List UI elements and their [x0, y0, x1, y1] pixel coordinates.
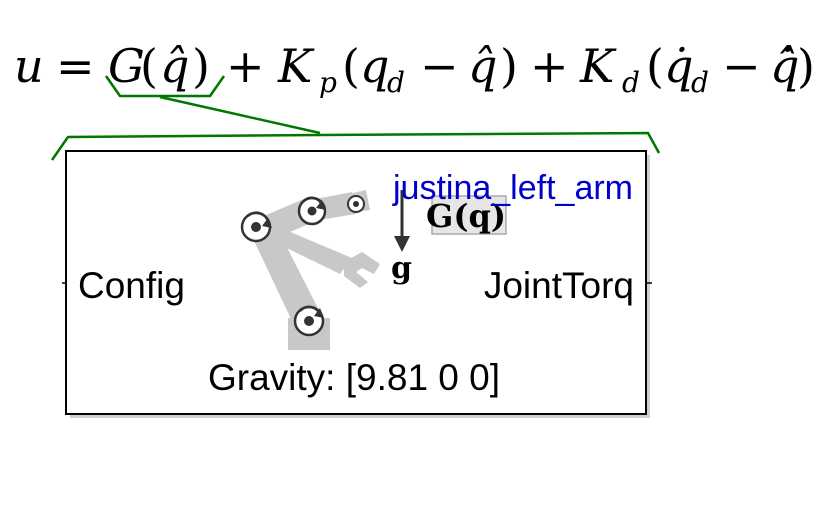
eq-qd-base: q — [360, 39, 389, 93]
eq-Kp-base: K — [277, 39, 315, 93]
input-port-label: Config — [78, 265, 185, 306]
brace-connector — [159, 95, 321, 135]
eq-qdotd-sub: d — [691, 66, 709, 99]
eq-Kd-base: K — [579, 39, 617, 93]
joint-wrist — [347, 195, 365, 213]
eq-equals: = — [56, 39, 95, 93]
block-brace-large — [50, 131, 661, 161]
output-port-label: JointTorq — [484, 265, 634, 306]
eq-qdotd-base: q̇ — [664, 39, 693, 93]
eq-G: G — [108, 39, 145, 93]
joint-elbow — [297, 196, 327, 226]
eq-lparen-2: ( — [342, 39, 360, 93]
gravity-parameter: Gravity: [9.81 0 0] — [208, 357, 500, 398]
term-brace-small — [104, 75, 226, 98]
eq-plus-1: + — [226, 39, 265, 93]
gravity-symbol: g — [391, 251, 412, 286]
eq-u: u — [14, 39, 44, 93]
eq-Kp-sub: p — [319, 66, 337, 99]
eq-plus-2: + — [530, 39, 569, 93]
block-name[interactable]: justina_left_arm — [392, 169, 633, 207]
joint-shoulder — [240, 211, 272, 243]
eq-qhat-2: q̂ — [468, 39, 497, 93]
eq-rparen-1: ) — [192, 39, 210, 93]
robot-arm-gravity-torque-icon: g G(q) — [240, 190, 507, 350]
joint-base — [293, 305, 325, 337]
eq-minus-2: − — [722, 39, 761, 93]
control-law-equation: u = G ( q̂ ) + K p ( q d − q̂ ) + K d ( … — [14, 39, 815, 99]
eq-lparen-3: ( — [646, 39, 664, 93]
eq-qhat-1: q̂ — [160, 39, 189, 93]
eq-Kd-sub: d — [622, 66, 640, 99]
eq-lparen-1: ( — [140, 39, 158, 93]
gravity-function-box — [431, 195, 507, 235]
eq-rparen-2: ) — [500, 39, 518, 93]
eq-rparen-3: ) — [797, 39, 815, 93]
eq-qhatdot: q̂̇ — [770, 39, 799, 93]
gravity-function-label: G(q) — [426, 197, 506, 235]
eq-qd-sub: d — [387, 66, 405, 99]
eq-minus-1: − — [420, 39, 459, 93]
